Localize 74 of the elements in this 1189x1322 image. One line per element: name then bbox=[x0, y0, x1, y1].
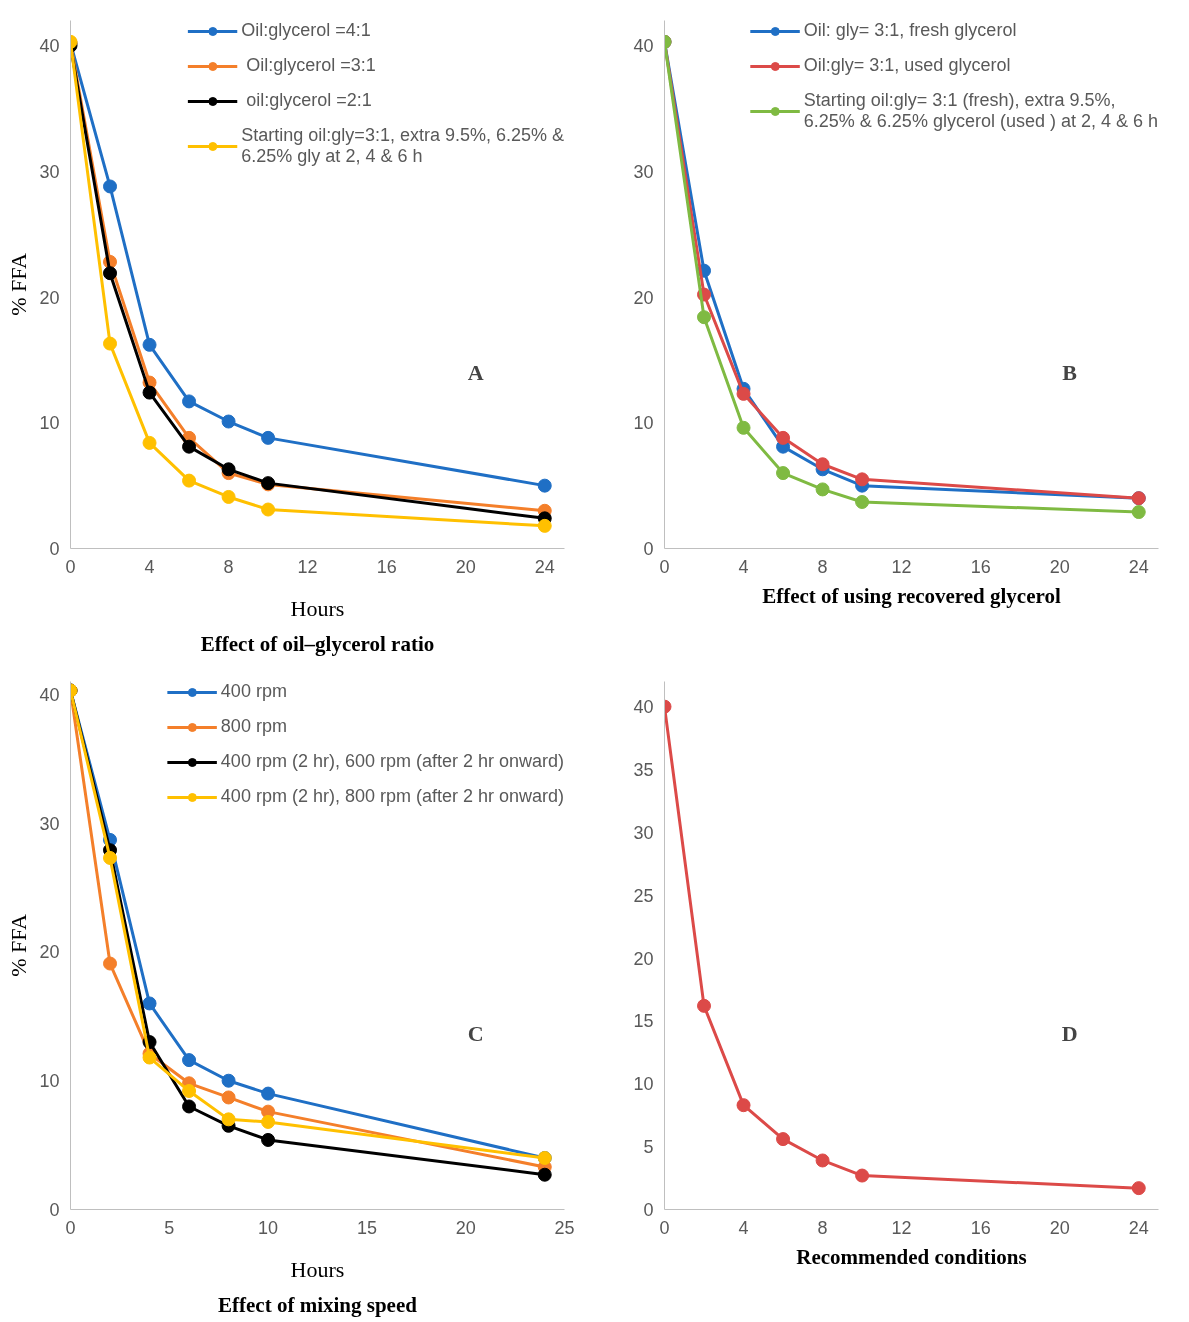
y-tick-label: 15 bbox=[633, 1011, 654, 1032]
y-tick-label: 35 bbox=[633, 760, 654, 780]
x-tick-label: 0 bbox=[65, 556, 76, 577]
x-tick-label: 12 bbox=[297, 556, 318, 577]
text: Recommended conditions bbox=[796, 1244, 1027, 1269]
x-tick-label: 0 bbox=[65, 1217, 76, 1238]
x-tick-label: 10 bbox=[258, 1217, 279, 1238]
y-tick-label: 5 bbox=[643, 1137, 654, 1158]
y-tick-label: 20 bbox=[39, 942, 60, 963]
legend-label: Starting oil:gly= 3:1 (fresh), extra 9.5%, 6.25% & 6.25% glycerol (used ) at 2, 4 & 6 h bbox=[803, 90, 1158, 132]
x-tick-label: 16 bbox=[970, 1217, 991, 1238]
annotation: A bbox=[467, 359, 484, 385]
x-tick-label: 20 bbox=[455, 556, 476, 577]
x-tick-label: 16 bbox=[376, 556, 397, 577]
x-tick-label: 8 bbox=[223, 556, 234, 577]
x-tick-label: 4 bbox=[738, 1217, 749, 1238]
y-tick-label: 40 bbox=[633, 36, 654, 57]
legend-label: Starting oil:gly=3:1, extra 9.5%, 6.25% & 6.25% gly at 2, 4 & 6 h bbox=[241, 125, 564, 167]
y-tick-label: 10 bbox=[633, 413, 654, 434]
x-tick-label: 24 bbox=[1128, 556, 1149, 577]
x-tick-label: 24 bbox=[1128, 1217, 1149, 1238]
legend-label: Oil:glycerol =4:1 bbox=[241, 20, 371, 41]
x-tick-label: 4 bbox=[738, 556, 749, 577]
x-tick-label: 12 bbox=[891, 556, 912, 577]
legend-label: Oil:glycerol =3:1 bbox=[245, 55, 376, 76]
x-tick-label: 24 bbox=[534, 556, 555, 577]
x-axis-title: Hours bbox=[290, 595, 345, 621]
x-tick-label: 15 bbox=[356, 1217, 377, 1238]
y-tick-label: 0 bbox=[49, 539, 60, 559]
x-tick-label: 8 bbox=[817, 1217, 828, 1238]
y-tick-label: 10 bbox=[633, 1074, 654, 1095]
y-tick-label: 0 bbox=[49, 1200, 60, 1220]
y-tick-label: 0 bbox=[643, 539, 654, 559]
y-tick-label: 30 bbox=[39, 813, 60, 834]
annotation: B bbox=[1062, 359, 1078, 385]
y-tick-label: 20 bbox=[39, 287, 60, 308]
legend-label: Oil:gly= 3:1, used glycerol bbox=[803, 55, 1011, 76]
legend-label: 800 rpm bbox=[220, 716, 287, 737]
legend-label: 400 rpm (2 hr), 600 rpm (after 2 hr onward) bbox=[220, 751, 564, 772]
y-tick-label: 40 bbox=[39, 36, 60, 57]
x-tick-label: 5 bbox=[164, 1217, 175, 1238]
legend-label: Oil: gly= 3:1, fresh glycerol bbox=[803, 20, 1017, 41]
y-tick-label: 10 bbox=[39, 413, 60, 434]
x-tick-label: 12 bbox=[891, 1217, 912, 1238]
y-tick-label: 20 bbox=[633, 948, 654, 969]
text: Effect of oil–glycerol ratio bbox=[200, 631, 435, 656]
x-tick-label: 0 bbox=[659, 556, 670, 577]
y-tick-label: 30 bbox=[39, 161, 60, 182]
legend-label: 400 rpm bbox=[220, 681, 287, 702]
annotation: C bbox=[467, 1020, 484, 1046]
text: Effect of mixing speed bbox=[218, 1292, 418, 1317]
y-tick-label: 40 bbox=[633, 697, 654, 718]
text: Effect of using recovered glycerol bbox=[762, 583, 1061, 608]
y-tick-label: 20 bbox=[633, 287, 654, 308]
x-tick-label: 20 bbox=[1049, 556, 1070, 577]
y-tick-label: 40 bbox=[39, 684, 60, 705]
x-tick-label: 0 bbox=[659, 1217, 670, 1238]
y-tick-label: 30 bbox=[633, 161, 654, 182]
x-tick-label: 8 bbox=[817, 556, 828, 577]
x-axis-title: Hours bbox=[290, 1256, 345, 1282]
y-tick-label: 25 bbox=[633, 885, 654, 906]
y-tick-label: 0 bbox=[643, 1200, 654, 1220]
x-tick-label: 4 bbox=[144, 556, 155, 577]
legend-label: 400 rpm (2 hr), 800 rpm (after 2 hr onward) bbox=[220, 786, 564, 807]
y-axis-title: % FFA bbox=[6, 914, 32, 977]
y-tick-label: 30 bbox=[633, 822, 654, 843]
x-tick-label: 20 bbox=[1049, 1217, 1070, 1238]
y-axis-title: % FFA bbox=[6, 253, 32, 316]
y-tick-label: 10 bbox=[39, 1071, 60, 1092]
x-tick-label: 16 bbox=[970, 556, 991, 577]
x-tick-label: 20 bbox=[455, 1217, 476, 1238]
legend-label: oil:glycerol =2:1 bbox=[245, 90, 372, 111]
annotation: D bbox=[1061, 1020, 1078, 1046]
x-tick-label: 25 bbox=[554, 1217, 575, 1238]
